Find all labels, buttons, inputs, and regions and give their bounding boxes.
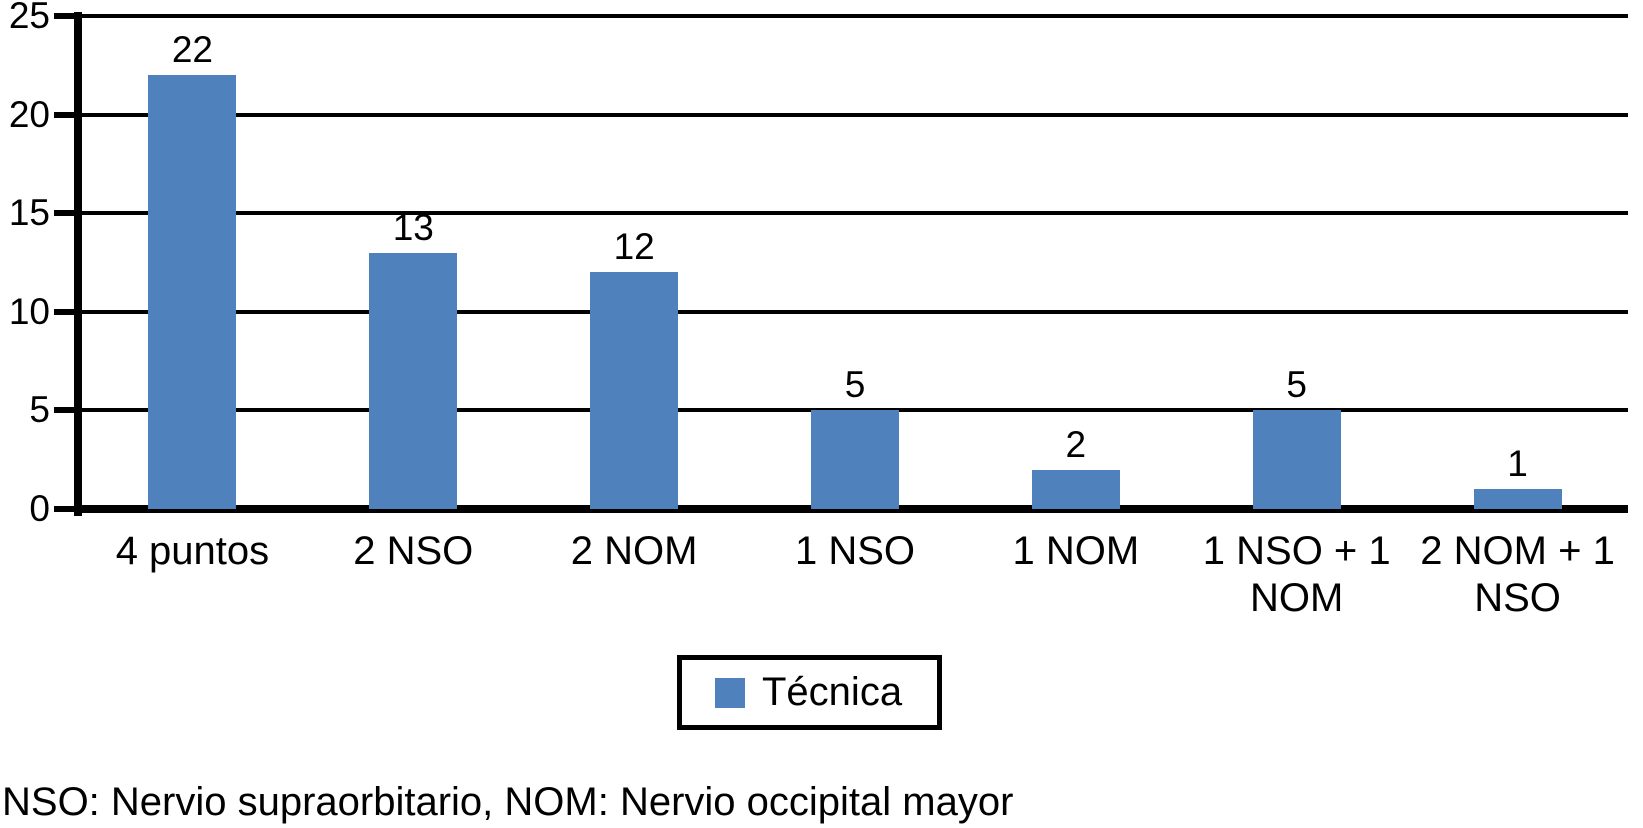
bar-7 bbox=[1473, 489, 1562, 509]
bar-6 bbox=[1252, 410, 1341, 509]
bar-value-label-2: 13 bbox=[392, 206, 434, 248]
y-axis-label-25: 25 bbox=[8, 0, 50, 36]
bar-5 bbox=[1031, 469, 1120, 509]
bar-value-label-5: 2 bbox=[1065, 423, 1087, 465]
y-axis-tick-25 bbox=[54, 13, 76, 19]
category-label-2: 2 NSO bbox=[353, 529, 474, 573]
y-axis-tick-5 bbox=[54, 407, 76, 414]
y-axis-label-10: 10 bbox=[8, 290, 50, 332]
category-label-7: 2 NOM + 1 NSO bbox=[1420, 529, 1615, 620]
bar-value-label-7: 1 bbox=[1507, 443, 1528, 485]
gridline-25 bbox=[82, 14, 1628, 18]
bar-value-label-1: 22 bbox=[171, 29, 213, 71]
chart-footnote: NSO: Nervio supraorbitario, NOM: Nervio … bbox=[2, 780, 1014, 824]
bar-chart: 0 5 10 15 20 25 22 4 puntos 13 2 NSO 12 2 NOM 5 1 NSO… bbox=[8, 0, 1628, 620]
bar-value-label-3: 12 bbox=[613, 226, 655, 268]
y-axis-line bbox=[74, 12, 82, 516]
legend-label: Técnica bbox=[762, 670, 903, 714]
category-label-4: 1 NSO bbox=[794, 529, 915, 573]
legend-color-swatch bbox=[715, 677, 745, 708]
y-axis-tick-15 bbox=[54, 210, 76, 217]
y-axis-label-0: 0 bbox=[29, 488, 50, 529]
category-label-6: 1 NSO + 1 NOM bbox=[1202, 529, 1391, 620]
y-axis-label-20: 20 bbox=[8, 93, 50, 135]
bar-1 bbox=[148, 75, 237, 509]
category-label-3: 2 NOM bbox=[570, 529, 698, 573]
bar-4 bbox=[811, 410, 899, 509]
bar-2 bbox=[369, 252, 458, 509]
y-axis-label-5: 5 bbox=[29, 389, 50, 431]
y-axis-label-15: 15 bbox=[8, 192, 50, 234]
category-label-1: 4 puntos bbox=[115, 529, 270, 573]
bar-3 bbox=[590, 272, 679, 509]
gridline-15 bbox=[82, 211, 1628, 216]
gridline-10 bbox=[82, 309, 1628, 314]
legend: Técnica bbox=[677, 655, 942, 730]
bar-value-label-4: 5 bbox=[844, 364, 866, 406]
y-axis-tick-20 bbox=[54, 111, 76, 118]
category-label-5: 1 NOM bbox=[1012, 529, 1140, 573]
y-axis-tick-10 bbox=[54, 308, 76, 315]
y-axis-tick-0 bbox=[54, 506, 76, 512]
x-axis-line bbox=[74, 505, 1628, 513]
gridline-20 bbox=[82, 112, 1628, 117]
bar-value-label-6: 5 bbox=[1286, 364, 1307, 406]
